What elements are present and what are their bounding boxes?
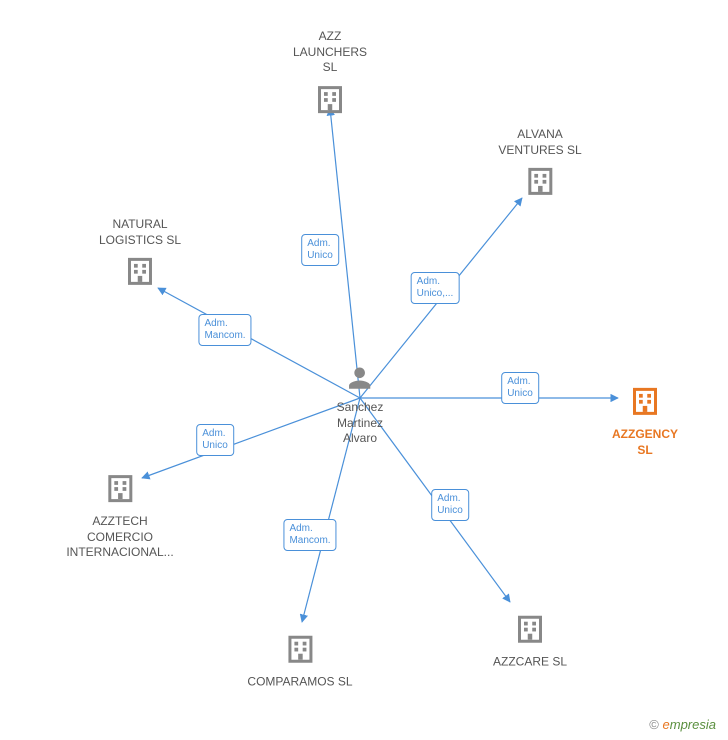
building-icon [99, 252, 181, 293]
edge-label: Adm. Mancom. [198, 314, 251, 346]
edge-line [158, 288, 360, 398]
watermark: © empresia [649, 717, 716, 732]
company-node-label: AZZGENCY SL [612, 427, 678, 458]
building-icon [498, 162, 581, 203]
company-node-azzcare[interactable]: AZZCARE SL [493, 610, 567, 671]
brand-first-letter: e [663, 717, 670, 732]
network-diagram: Sanchez Martinez Alvaro AZZ LAUNCHERS SL… [0, 0, 728, 740]
edge-label: Adm. Unico [501, 372, 539, 404]
company-node-azztech[interactable]: AZZTECH COMERCIO INTERNACIONAL... [66, 469, 173, 561]
center-node-label: Sanchez Martinez Alvaro [337, 400, 384, 447]
edge-line [142, 398, 360, 478]
company-node-label: AZZTECH COMERCIO INTERNACIONAL... [66, 514, 173, 561]
building-icon [293, 80, 367, 121]
person-icon [337, 365, 384, 396]
edge-label: Adm. Mancom. [283, 519, 336, 551]
edge-label: Adm. Unico [196, 424, 234, 456]
center-node-person[interactable]: Sanchez Martinez Alvaro [337, 365, 384, 447]
building-icon [66, 469, 173, 510]
edge-label: Adm. Unico [431, 489, 469, 521]
company-node-label: AZZ LAUNCHERS SL [293, 29, 367, 76]
building-icon [247, 630, 352, 671]
brand-rest: mpresia [670, 717, 716, 732]
company-node-label: NATURAL LOGISTICS SL [99, 217, 181, 248]
company-node-alvana[interactable]: ALVANA VENTURES SL [498, 127, 581, 203]
company-node-natural_logistics[interactable]: NATURAL LOGISTICS SL [99, 217, 181, 293]
edge-label: Adm. Unico [301, 234, 339, 266]
edge-label: Adm. Unico,... [411, 272, 460, 304]
company-node-label: AZZCARE SL [493, 655, 567, 671]
company-node-label: ALVANA VENTURES SL [498, 127, 581, 158]
company-node-label: COMPARAMOS SL [247, 675, 352, 691]
building-icon [493, 610, 567, 651]
copyright-symbol: © [649, 717, 659, 732]
company-node-comparamos[interactable]: COMPARAMOS SL [247, 630, 352, 691]
company-node-azzgency[interactable]: AZZGENCY SL [612, 382, 678, 458]
building-icon [612, 382, 678, 423]
company-node-azz_launchers[interactable]: AZZ LAUNCHERS SL [293, 29, 367, 121]
